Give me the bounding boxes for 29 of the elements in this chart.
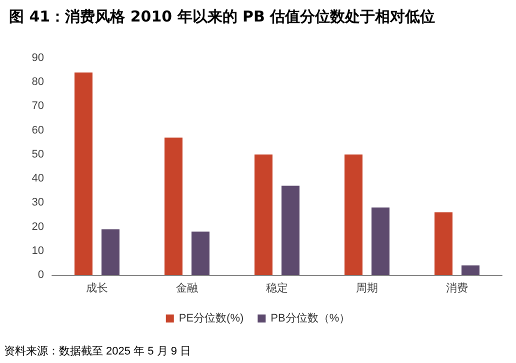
x-tick-label: 周期 xyxy=(356,282,378,294)
x-tick-label: 成长 xyxy=(86,282,108,294)
bar xyxy=(434,212,452,275)
y-tick-label: 20 xyxy=(32,220,44,233)
y-tick-label: 40 xyxy=(32,172,44,185)
y-tick-label: 80 xyxy=(32,76,44,88)
chart-title: 图 41：消费风格 2010 年以来的 PB 估值分位数处于相对低位 xyxy=(9,8,436,26)
text: 资料来源：数据截至 2025 年 5 月 9 日 xyxy=(4,344,192,358)
y-tick-label: 30 xyxy=(32,196,44,209)
bar xyxy=(462,265,480,275)
x-tick-label: 稳定 xyxy=(266,282,288,294)
bar xyxy=(164,138,182,275)
y-tick-label: 60 xyxy=(32,124,44,136)
legend-label: PB分位数（%） xyxy=(270,312,350,324)
bar xyxy=(254,154,272,275)
y-tick-label: 0 xyxy=(38,269,44,281)
bar xyxy=(282,186,300,275)
y-tick-label: 10 xyxy=(32,244,44,257)
bar xyxy=(74,72,92,275)
x-tick-label: 金融 xyxy=(176,282,198,294)
bar xyxy=(192,232,210,275)
y-tick-label: 50 xyxy=(32,148,44,160)
y-tick-label: 90 xyxy=(32,52,44,64)
legend-label: PE分位数(%) xyxy=(178,312,244,324)
bar xyxy=(102,229,120,275)
bar xyxy=(372,207,390,275)
x-tick-label: 消费 xyxy=(446,282,468,294)
y-tick-label: 70 xyxy=(32,100,44,112)
bar xyxy=(344,154,362,275)
